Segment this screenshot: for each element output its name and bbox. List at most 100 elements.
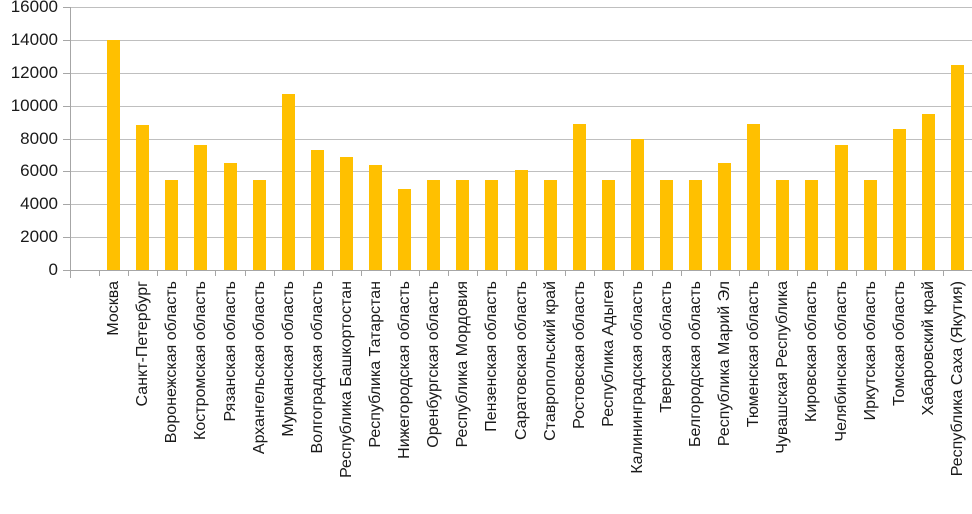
bar <box>107 39 121 270</box>
x-axis-label: Волгоградская область <box>308 281 326 454</box>
bar <box>252 179 266 270</box>
x-axis-tick <box>477 270 479 276</box>
x-axis-label: Республика Мордовия <box>454 281 472 448</box>
x-axis-label: Воронежская область <box>163 281 181 444</box>
x-axis-label: Нижегородская область <box>396 281 414 459</box>
y-axis-label: 16000 <box>10 0 58 16</box>
y-axis-label: 8000 <box>20 128 58 148</box>
x-axis-tick <box>390 270 392 276</box>
y-axis-line <box>70 7 71 278</box>
x-axis-tick <box>826 270 828 276</box>
y-axis-label: 12000 <box>10 62 58 82</box>
x-axis-tick <box>302 270 304 276</box>
x-axis-label: Костромская область <box>192 281 210 440</box>
gridline-8000 <box>70 138 972 140</box>
x-axis-label: Саратовская область <box>512 281 530 441</box>
bar <box>485 179 499 270</box>
x-axis-label: Тюменская область <box>745 281 763 428</box>
x-axis-tick <box>768 270 770 276</box>
x-axis-label: Кировская область <box>803 281 821 422</box>
bar <box>456 179 470 270</box>
x-axis-label: Белгородская область <box>687 281 705 447</box>
bar <box>339 156 353 270</box>
x-axis-tick <box>506 270 508 276</box>
bar <box>776 179 790 270</box>
x-axis-label: Мурманская область <box>279 281 297 437</box>
x-axis-tick <box>360 270 362 276</box>
x-axis-label: Чувашская Республика <box>774 281 792 454</box>
y-axis-tick <box>63 72 70 74</box>
bar <box>630 138 644 270</box>
x-axis-label: Архангельская область <box>250 281 268 455</box>
x-axis-label: Ростовская область <box>570 281 588 429</box>
x-axis-tick <box>739 270 741 276</box>
y-axis-label: 10000 <box>10 95 58 115</box>
y-axis-tick <box>63 105 70 107</box>
x-axis-label: Пензенская область <box>483 281 501 432</box>
x-axis-label: Республика Марий Эл <box>716 281 734 447</box>
x-axis-tick <box>157 270 159 276</box>
y-axis-tick <box>63 7 70 8</box>
y-axis-tick <box>63 171 70 173</box>
x-axis-label: Республика Адыгея <box>599 281 617 427</box>
x-axis-label: Республика Татарстан <box>367 281 385 448</box>
x-axis-label: Челябинская область <box>832 281 850 442</box>
bar <box>543 179 557 270</box>
x-axis-tick <box>651 270 653 276</box>
bar <box>863 179 877 270</box>
bar <box>805 179 819 270</box>
plot-area: 0 2000 4000 6000 8000 10000 12000 14000 16000 <box>11 0 972 279</box>
x-axis-tick <box>535 270 537 276</box>
x-axis-label: Москва <box>105 281 123 336</box>
x-axis-tick <box>710 270 712 276</box>
bar <box>689 179 703 270</box>
x-axis-tick <box>622 270 624 276</box>
x-axis-label: Хабаровский край <box>919 281 937 416</box>
x-axis-tick <box>855 270 857 276</box>
bar <box>572 123 586 270</box>
bar <box>514 169 528 270</box>
x-axis-label: Санкт-Петербург <box>134 281 152 407</box>
x-axis-tick <box>913 270 915 276</box>
y-axis-label: 6000 <box>20 161 58 181</box>
x-axis-tick <box>942 270 944 276</box>
bar <box>834 145 848 270</box>
x-axis-label: Калининградская область <box>628 281 646 474</box>
x-axis-label: Тверская область <box>657 281 675 413</box>
bar <box>136 125 150 270</box>
x-axis-label: Республика Саха (Якутия) <box>948 281 966 477</box>
x-axis-label: Оренбургская область <box>425 281 443 448</box>
bar <box>950 64 964 270</box>
gridline-16000 <box>70 7 972 8</box>
x-axis-line <box>63 270 972 271</box>
gridline-14000 <box>70 39 972 41</box>
x-axis-label: Республика Башкортостан <box>337 281 355 478</box>
bar <box>281 94 295 270</box>
x-axis-label: Рязанская область <box>221 281 239 422</box>
bar <box>892 128 906 270</box>
x-axis-label: Иркутская область <box>861 281 879 421</box>
bar <box>223 163 237 270</box>
x-axis-label: Ставропольский край <box>541 281 559 441</box>
x-axis-tick <box>186 270 188 276</box>
x-axis-tick <box>419 270 421 276</box>
x-axis-tick <box>128 270 130 276</box>
y-axis-tick <box>63 237 70 239</box>
bar <box>398 189 412 270</box>
bar <box>718 163 732 270</box>
bar <box>601 179 615 270</box>
bar <box>747 123 761 270</box>
x-axis-tick <box>593 270 595 276</box>
bar <box>194 145 208 270</box>
x-axis-tick <box>215 270 217 276</box>
gridline-10000 <box>70 105 972 107</box>
bar <box>310 150 324 270</box>
y-axis-tick <box>63 204 70 206</box>
bar <box>659 179 673 270</box>
x-axis-tick <box>244 270 246 276</box>
y-axis-label: 14000 <box>10 29 58 49</box>
x-axis-tick <box>884 270 886 276</box>
bar <box>427 179 441 270</box>
y-axis-label: 2000 <box>20 227 58 247</box>
